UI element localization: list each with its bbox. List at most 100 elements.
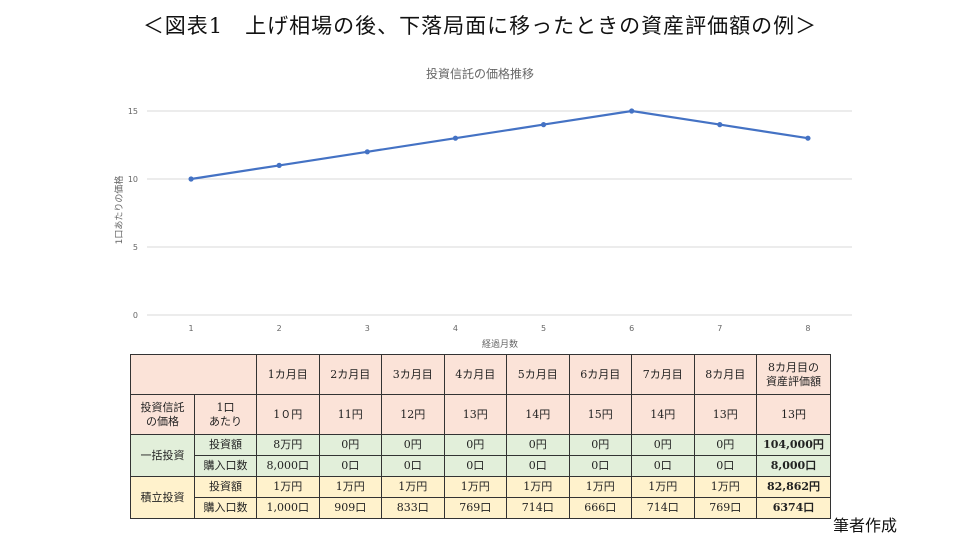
price-cell: 15円 — [568, 394, 632, 435]
header-row: 1カ月目 2カ月目 3カ月目 4カ月目 5カ月目 6カ月目 7カ月目 8カ月目 8カ月目の 資産評… — [130, 354, 831, 395]
unit-label-line: 1口 — [216, 400, 235, 414]
price-label-line: の価格 — [146, 414, 179, 428]
month-header: 2カ月目 — [318, 354, 382, 395]
price-cell: 13円 — [443, 394, 507, 435]
amount-cell: 0円 — [568, 434, 632, 456]
amount-cell: 0円 — [443, 434, 507, 456]
price-cell: 1０円 — [256, 394, 320, 435]
units-cell: 833口 — [381, 497, 445, 519]
lump-units-row: 購入口数 8,000口 0口 0口 0口 0口 0口 0口 0口 8,000口 — [131, 455, 831, 477]
corner-cell — [130, 354, 257, 395]
x-tick-label: 4 — [453, 324, 458, 333]
data-point — [452, 135, 459, 141]
units-cell: 0口 — [443, 455, 507, 477]
final-units-cell: 6374口 — [756, 497, 831, 519]
final-value-header: 8カ月目の 資産評価額 — [756, 354, 831, 395]
amount-cell: 0円 — [693, 434, 757, 456]
amount-cell: 1万円 — [443, 476, 507, 498]
price-cell: 14円 — [506, 394, 570, 435]
units-cell: 0口 — [506, 455, 570, 477]
data-point — [629, 108, 635, 114]
unit-label-line: あたり — [209, 414, 242, 428]
price-cell: 11円 — [318, 394, 382, 435]
amount-cell: 1万円 — [631, 476, 695, 498]
amount-cell: 0円 — [318, 434, 382, 456]
x-tick-label: 2 — [277, 324, 282, 333]
data-point — [276, 162, 282, 168]
month-header: 3カ月目 — [381, 354, 445, 395]
y-tick-label: 15 — [128, 107, 138, 116]
units-cell: 0口 — [318, 455, 382, 477]
final-value-header-line: 8カ月目の — [768, 360, 819, 374]
data-point — [188, 176, 194, 182]
final-units-cell: 8,000口 — [756, 455, 831, 477]
final-amount-cell: 104,000円 — [756, 434, 831, 456]
price-label: 投資信託 の価格 — [130, 394, 195, 435]
source-credit: 筆者作成 — [833, 516, 898, 535]
units-label: 購入口数 — [194, 497, 257, 519]
price-row: 投資信託 の価格 1口 あたり 1０円 11円 12円 13円 14円 15円 14円 13円 13円 — [130, 394, 831, 435]
y-axis-label: 1口あたりの価格 — [113, 176, 125, 245]
x-tick-label: 6 — [629, 324, 634, 333]
y-tick-label: 0 — [133, 311, 138, 320]
amount-cell: 1万円 — [568, 476, 632, 498]
month-header: 5カ月目 — [506, 354, 570, 395]
data-point — [717, 122, 723, 128]
x-axis-label: 経過月数 — [482, 338, 518, 350]
price-cell: 14円 — [631, 394, 695, 435]
month-header: 7カ月目 — [631, 354, 695, 395]
data-point — [540, 122, 547, 128]
units-cell: 0口 — [631, 455, 695, 477]
units-cell: 909口 — [318, 497, 382, 519]
units-cell: 0口 — [568, 455, 632, 477]
price-line-chart: 投資信託の価格推移 0 5 10 15 1 2 3 4 5 6 7 8 経過月数 1口あたりの価格 — [113, 66, 852, 350]
amount-cell: 0円 — [381, 434, 445, 456]
month-header: 4カ月目 — [443, 354, 507, 395]
units-label: 購入口数 — [194, 455, 257, 477]
amount-cell: 1万円 — [506, 476, 570, 498]
strategy-label: 積立投資 — [130, 476, 195, 519]
x-tick-label: 8 — [805, 324, 810, 333]
final-price-cell: 13円 — [756, 394, 831, 435]
x-tick-label: 7 — [717, 324, 722, 333]
y-tick-label: 5 — [133, 243, 138, 252]
amount-cell: 1万円 — [256, 476, 320, 498]
amount-cell: 1万円 — [381, 476, 445, 498]
y-tick-label: 10 — [128, 175, 138, 184]
amount-cell: 0円 — [631, 434, 695, 456]
unit-label: 1口 あたり — [194, 394, 257, 435]
price-series-line — [190, 109, 809, 181]
month-header: 6カ月目 — [568, 354, 632, 395]
chart-title: 投資信託の価格推移 — [426, 66, 534, 81]
amount-cell: 8万円 — [256, 434, 320, 456]
asset-comparison-table: 1カ月目 2カ月目 3カ月目 4カ月目 5カ月目 6カ月目 7カ月目 8カ月目 8カ月目の 資産評… — [130, 354, 831, 519]
x-tick-label: 1 — [189, 324, 194, 333]
amount-label: 投資額 — [194, 476, 257, 498]
amount-label: 投資額 — [194, 434, 257, 456]
units-cell: 769口 — [443, 497, 507, 519]
amount-cell: 1万円 — [693, 476, 757, 498]
dca-amount-row: 積立投資 投資額 1万円 1万円 1万円 1万円 1万円 1万円 1万円 1万円 82,862円 — [130, 476, 831, 519]
lump-amount-row: 一括投資 投資額 8万円 0円 0円 0円 0円 0円 0円 0円 104,000円 — [130, 434, 831, 477]
month-header: 1カ月目 — [256, 354, 320, 395]
amount-cell: 1万円 — [318, 476, 382, 498]
units-cell: 0口 — [381, 455, 445, 477]
dca-units-row: 購入口数 1,000口 909口 833口 769口 714口 666口 714口 769口 63… — [131, 497, 831, 519]
x-tick-label: 3 — [365, 324, 370, 333]
units-cell: 1,000口 — [256, 497, 320, 519]
price-cell: 12円 — [381, 394, 445, 435]
units-cell: 714口 — [506, 497, 570, 519]
price-cell: 13円 — [693, 394, 757, 435]
units-cell: 769口 — [693, 497, 757, 519]
data-point — [805, 135, 811, 141]
amount-cell: 0円 — [506, 434, 570, 456]
final-amount-cell: 82,862円 — [756, 476, 831, 498]
data-point — [364, 149, 370, 155]
units-cell: 714口 — [631, 497, 695, 519]
price-label-line: 投資信託 — [140, 400, 185, 414]
figure-title: ＜図表1 上げ相場の後、下落局面に移ったときの資産評価額の例＞ — [142, 14, 818, 38]
strategy-label: 一括投資 — [130, 434, 195, 477]
x-tick-label: 5 — [541, 324, 546, 333]
units-cell: 666口 — [568, 497, 632, 519]
units-cell: 8,000口 — [256, 455, 320, 477]
